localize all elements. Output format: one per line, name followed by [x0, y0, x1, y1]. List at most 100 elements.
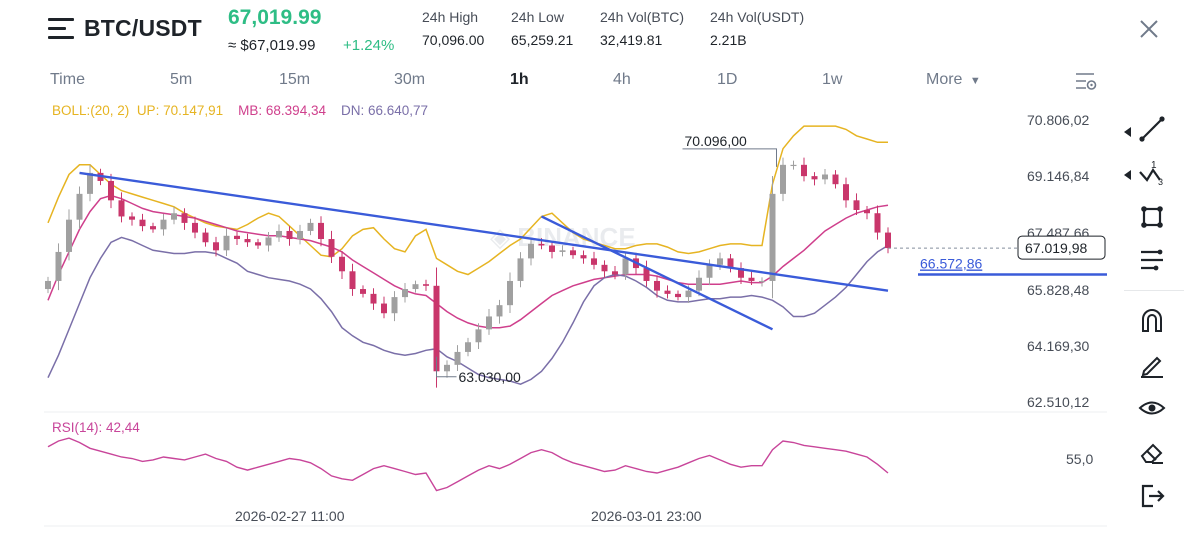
candle	[444, 360, 450, 378]
candle	[475, 323, 482, 350]
menu-icon[interactable]	[48, 18, 74, 40]
candle	[265, 232, 272, 252]
eraser-icon[interactable]	[1138, 438, 1166, 466]
low-marker-label: 63.030,00	[459, 369, 521, 385]
fib-icon[interactable]	[1138, 246, 1166, 274]
tab-4h[interactable]: 4h	[613, 71, 631, 88]
rsi-legend: RSI(14): 42,44	[52, 420, 140, 435]
low-marker-line	[436, 356, 457, 378]
tab-30m[interactable]: 30m	[394, 71, 426, 88]
stat-vol-btc-value: 32,419.81	[600, 32, 663, 48]
candle	[339, 251, 345, 279]
stat-high-label: 24h High	[422, 9, 479, 25]
boll-up-value: UP: 70.147,91	[136, 103, 224, 118]
close-icon[interactable]	[1137, 17, 1161, 41]
candle	[286, 226, 293, 246]
candle	[276, 224, 282, 242]
tab-time[interactable]: Time	[50, 71, 85, 88]
y-tick-label: 65.828,48	[1027, 282, 1090, 298]
candle	[423, 279, 429, 291]
stat-low-value: 65,259.21	[511, 32, 574, 48]
tab-1w[interactable]: 1w	[822, 71, 843, 88]
candle	[454, 345, 461, 371]
candle	[612, 265, 618, 280]
y-tick-label: 62.510,12	[1027, 394, 1090, 410]
candle	[832, 170, 839, 189]
tab-1d[interactable]: 1D	[717, 71, 738, 88]
pair-title[interactable]: BTC/USDT	[84, 15, 202, 41]
trend-line	[540, 215, 774, 331]
y-tick-label: 70.806,02	[1027, 112, 1090, 128]
approx-price: ≈ $67,019.99	[228, 37, 316, 54]
candle	[223, 228, 230, 257]
more-dropdown[interactable]: More ▼	[926, 71, 981, 89]
candle	[349, 263, 356, 296]
candle	[496, 299, 503, 324]
trend-line	[79, 171, 889, 292]
candle	[811, 172, 818, 186]
x-tick-label: 2026-02-27 11:00	[235, 508, 345, 524]
stat-vol-usdt-value: 2.21B	[710, 32, 747, 48]
candle	[517, 252, 524, 288]
trendline-icon[interactable]	[1138, 115, 1166, 143]
candle	[654, 275, 660, 298]
candle	[738, 262, 744, 285]
more-label: More	[926, 71, 963, 88]
rectangle-icon[interactable]	[1138, 203, 1166, 231]
candle	[381, 296, 387, 319]
candle	[55, 243, 62, 291]
chart-settings-icon[interactable]	[1074, 70, 1098, 92]
level-label: 66.572,86	[920, 255, 982, 271]
svg-text:3: 3	[1158, 177, 1163, 186]
candle	[45, 276, 51, 294]
candle	[780, 157, 786, 202]
candle	[486, 309, 492, 335]
exit-icon[interactable]	[1138, 482, 1166, 510]
price-chart[interactable]: ◈ BINANCE 66.572,86 70.096,0063.030,0067…	[0, 0, 1120, 540]
rsi-level-label: 55,0	[1066, 451, 1094, 467]
candle	[790, 160, 797, 170]
boll-lower-line	[47, 236, 889, 386]
y-tick-label: 69.146,84	[1027, 168, 1090, 184]
stat-low-label: 24h Low	[511, 9, 564, 25]
candle	[118, 192, 125, 223]
candle	[822, 168, 828, 185]
stat-high-value: 70,096.00	[422, 32, 485, 48]
candle	[391, 291, 398, 322]
candle	[318, 216, 324, 247]
candle	[297, 224, 303, 245]
magnet-icon[interactable]	[1138, 306, 1166, 334]
current-price-box	[1017, 235, 1106, 260]
pencil-icon[interactable]	[1138, 350, 1166, 378]
price-change: +1.24%	[343, 37, 395, 54]
candle	[160, 214, 167, 236]
tab-1h[interactable]: 1h	[510, 71, 529, 88]
candle	[507, 272, 513, 313]
tab-5m[interactable]: 5m	[170, 71, 193, 88]
candle	[370, 288, 377, 310]
candle	[66, 209, 72, 261]
eye-icon[interactable]	[1138, 394, 1166, 422]
high-marker-label: 70.096,00	[685, 133, 747, 149]
tab-15m[interactable]: 15m	[279, 71, 311, 88]
candle	[87, 164, 93, 202]
x-tick-label: 2026-03-01 23:00	[591, 508, 702, 524]
caret-left-icon	[1124, 167, 1132, 180]
candle	[255, 238, 261, 249]
candle	[150, 222, 156, 233]
stat-vol-btc-label: 24h Vol(BTC)	[600, 9, 685, 25]
high-marker-line	[682, 148, 777, 167]
candle	[580, 250, 587, 264]
toolbar-divider	[1124, 290, 1184, 291]
chevron-down-icon: ▼	[969, 75, 981, 87]
candle	[675, 290, 681, 301]
candle	[181, 208, 188, 230]
boll-legend: BOLL:(20, 2) UP: 70.147,91 MB: 68.394,34…	[52, 103, 428, 118]
candle	[171, 206, 177, 225]
candle	[244, 233, 251, 247]
candle	[759, 277, 765, 287]
candle	[108, 173, 114, 209]
candle	[465, 337, 471, 357]
candle	[549, 240, 555, 259]
